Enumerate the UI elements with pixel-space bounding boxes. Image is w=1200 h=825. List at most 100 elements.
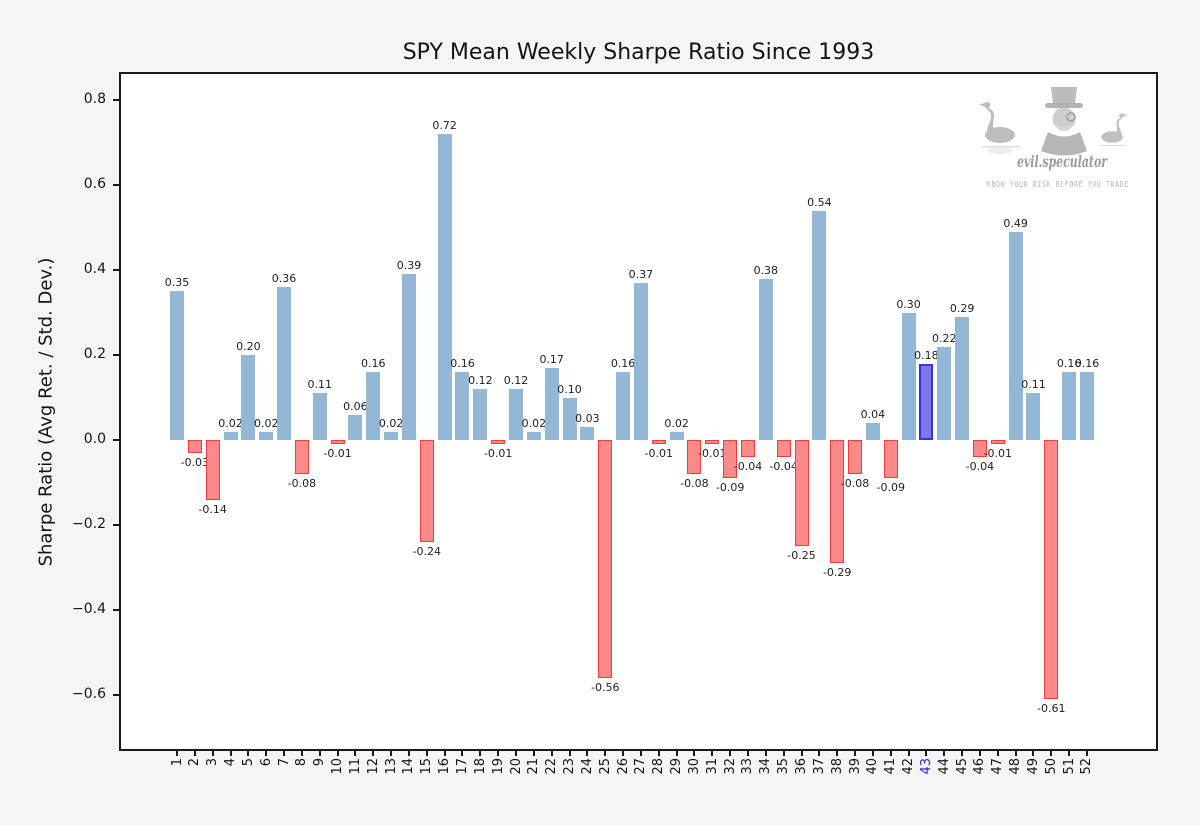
bar-week-33	[740, 440, 755, 457]
bar-value-label-week-42: 0.30	[896, 297, 921, 311]
bar-week-1	[170, 291, 184, 440]
bar-week-5	[241, 355, 256, 440]
bar-week-14	[401, 274, 416, 440]
bar-value-label-week-40: 0.04	[860, 408, 886, 421]
x-tick-label-48: 48	[1008, 758, 1024, 775]
bar-week-37	[812, 210, 827, 440]
bar-week-17	[455, 372, 470, 440]
x-tick-mark	[943, 750, 946, 756]
y-axis-label: Sharpe Ratio (Avg Ret. / Std. Dev.)	[35, 257, 57, 567]
x-tick-mark	[961, 750, 964, 756]
x-tick-mark	[1014, 750, 1017, 756]
bar-value-label-week-41: -0.09	[876, 481, 905, 495]
bar-value-label-week-46: -0.04	[965, 460, 995, 473]
bar-value-label-week-28: -0.01	[644, 447, 673, 461]
x-tick-label-21: 21	[526, 758, 542, 775]
x-tick-label-35: 35	[776, 758, 792, 775]
bar-week-34	[758, 278, 773, 440]
x-tick-mark	[675, 750, 678, 756]
evil-speculator-logo: evil.speculator KNOW YOUR RISK BEFORE YO…	[979, 87, 1129, 189]
x-tick-mark	[425, 750, 428, 756]
x-tick-mark	[176, 750, 178, 756]
bar-value-label-week-7: 0.36	[271, 272, 297, 285]
bar-week-9	[312, 393, 327, 440]
x-tick-label-46: 46	[972, 758, 988, 775]
bar-value-label-week-23: 0.10	[557, 382, 582, 396]
x-tick-mark	[461, 750, 464, 756]
bar-value-label-week-26: 0.16	[610, 357, 636, 370]
y-tick-mark	[113, 269, 120, 271]
bar-value-label-week-44: 0.22	[931, 331, 957, 345]
bar-week-8	[294, 440, 309, 474]
x-tick-label-31: 31	[704, 758, 720, 775]
bar-week-46	[972, 440, 987, 457]
x-tick-mark	[336, 750, 339, 756]
x-tick-mark	[568, 750, 571, 756]
x-tick-label-16: 16	[437, 758, 453, 775]
bar-week-48	[1008, 231, 1023, 440]
logo-tagline-text: KNOW YOUR RISK BEFORE YOU TRADE	[987, 180, 1129, 189]
x-tick-label-51: 51	[1061, 758, 1077, 775]
x-tick-mark	[836, 750, 839, 756]
bar-value-label-week-22: 0.17	[539, 352, 564, 366]
bar-value-label-week-35: -0.04	[769, 460, 798, 473]
bar-week-22	[544, 367, 559, 440]
x-tick-label-50: 50	[1043, 758, 1059, 775]
y-tick-label-0.6: 0.6	[83, 176, 106, 192]
x-tick-label-47: 47	[990, 758, 1006, 775]
bar-week-4	[223, 431, 238, 440]
bar-week-49	[1026, 393, 1041, 440]
x-tick-label-24: 24	[579, 758, 595, 775]
bar-week-35	[776, 440, 791, 457]
y-tick-mark	[113, 99, 120, 101]
x-tick-mark	[265, 750, 268, 756]
bar-value-label-week-50: -0.61	[1037, 702, 1066, 716]
bar-value-label-week-52: 0.16	[1074, 357, 1100, 370]
x-tick-mark	[193, 750, 196, 756]
y-tick-mark	[113, 354, 120, 356]
bar-week-15	[419, 440, 434, 542]
x-tick-label-32: 32	[722, 758, 738, 775]
x-tick-mark	[854, 750, 857, 756]
bar-value-label-week-31: -0.01	[698, 447, 727, 461]
x-tick-mark	[693, 750, 696, 756]
bar-value-label-week-39: -0.08	[840, 477, 870, 490]
y-tick-label-−0.6: −0.6	[72, 686, 106, 702]
x-tick-label-3: 3	[205, 758, 221, 767]
x-tick-label-13: 13	[383, 758, 399, 775]
x-tick-mark	[1068, 750, 1071, 756]
bar-week-50	[1044, 440, 1059, 700]
bar-week-42	[901, 312, 916, 440]
x-tick-mark	[407, 750, 410, 756]
bar-week-39	[848, 440, 863, 474]
y-tick-mark	[113, 439, 120, 441]
x-tick-mark	[604, 750, 607, 756]
x-tick-label-2: 2	[187, 758, 203, 767]
x-tick-label-1: 1	[169, 758, 185, 767]
bar-week-38	[830, 440, 845, 564]
bar-week-31	[705, 440, 720, 445]
x-tick-label-27: 27	[633, 758, 649, 775]
bar-week-7	[277, 287, 292, 440]
x-tick-mark	[318, 750, 321, 756]
bar-value-label-week-10: -0.01	[323, 447, 352, 461]
bar-week-10	[330, 440, 345, 445]
x-tick-label-38: 38	[829, 758, 845, 775]
x-tick-label-19: 19	[490, 758, 506, 775]
x-tick-mark	[818, 750, 821, 756]
chart-title: SPY Mean Weekly Sharpe Ratio Since 1993	[402, 40, 875, 65]
x-tick-mark	[925, 750, 928, 756]
x-tick-mark	[479, 750, 482, 756]
x-tick-label-40: 40	[865, 758, 881, 775]
y-tick-label-0.0: 0.0	[83, 431, 106, 447]
x-tick-mark	[622, 750, 625, 756]
x-tick-mark	[1050, 750, 1053, 756]
bar-value-label-week-30: -0.08	[680, 477, 709, 490]
x-tick-mark	[782, 750, 785, 756]
bar-value-label-week-18: 0.12	[468, 374, 493, 387]
bar-value-label-week-21: 0.02	[521, 416, 547, 430]
bar-week-27	[633, 282, 648, 440]
bar-value-label-week-11: 0.06	[343, 399, 368, 413]
bar-value-label-week-19: -0.01	[483, 447, 513, 461]
